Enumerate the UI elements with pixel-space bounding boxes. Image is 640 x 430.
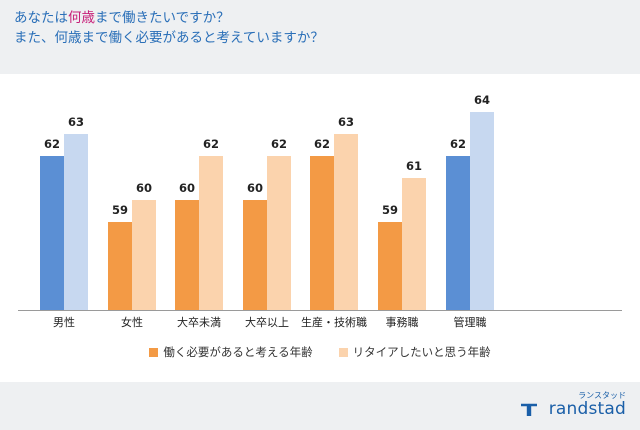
legend-label-required-age: 働く必要があると考える年齢 <box>163 345 313 359</box>
data-label-required-3: 60 <box>247 181 263 195</box>
data-label-required-0: 62 <box>44 137 60 151</box>
legend-label-retire-age: リタイアしたいと思う年齢 <box>352 345 491 359</box>
randstad-mark-icon <box>521 403 537 416</box>
category-label-3: 大卒以上 <box>245 315 289 329</box>
data-label-required-6: 62 <box>450 137 466 151</box>
bar-required-3 <box>243 200 267 310</box>
data-label-retire-4: 63 <box>338 115 354 129</box>
bar-chart: 62 63 男性 59 60 女性 60 62 大卒未満 60 62 大卒以上 62 63 生産・技術職 59… <box>18 93 622 329</box>
data-label-retire-6: 64 <box>474 93 490 107</box>
category-label-1: 女性 <box>121 315 143 329</box>
data-label-required-5: 59 <box>382 203 398 217</box>
bar-required-2 <box>175 200 199 310</box>
logo-word: randstad <box>548 399 626 419</box>
category-label-4: 生産・技術職 <box>301 315 367 329</box>
bar-retire-0 <box>64 134 88 310</box>
data-label-retire-0: 63 <box>68 115 84 129</box>
randstad-logo: ランスタッド randstad <box>506 390 626 424</box>
chart-title: あなたは何歳まで働きたいですか？ また、何歳まで働く必要があると考えていますか？ <box>14 8 324 48</box>
bar-required-4 <box>310 156 334 310</box>
data-label-retire-1: 60 <box>136 181 152 195</box>
data-label-retire-2: 62 <box>203 137 219 151</box>
bar-required-5 <box>378 222 402 310</box>
title-line-1: あなたは何歳まで働きたいですか？ <box>14 10 230 26</box>
title-line-2: また、何歳まで働く必要があると考えていますか？ <box>14 30 324 46</box>
bar-retire-5 <box>402 178 426 310</box>
bar-retire-6 <box>470 112 494 310</box>
data-label-retire-3: 62 <box>271 137 287 151</box>
category-label-2: 大卒未満 <box>177 315 221 329</box>
bar-retire-1 <box>132 200 156 310</box>
legend-item-required-age: 働く必要があると考える年齢 <box>149 344 313 360</box>
category-label-5: 事務職 <box>386 315 419 329</box>
bar-required-1 <box>108 222 132 310</box>
category-label-0: 男性 <box>53 315 75 329</box>
bar-retire-2 <box>199 156 223 310</box>
bar-required-0 <box>40 156 64 310</box>
data-label-required-4: 62 <box>314 137 330 151</box>
data-label-retire-5: 61 <box>406 159 422 173</box>
data-label-required-1: 59 <box>112 203 128 217</box>
legend-swatch-light <box>338 347 348 357</box>
legend: 働く必要があると考える年齢 リタイアしたいと思う年齢 <box>0 342 640 362</box>
bar-required-6 <box>446 156 470 310</box>
category-label-6: 管理職 <box>454 315 487 329</box>
data-label-required-2: 60 <box>179 181 195 195</box>
bar-retire-3 <box>267 156 291 310</box>
bar-retire-4 <box>334 134 358 310</box>
chart-panel: 62 63 男性 59 60 女性 60 62 大卒未満 60 62 大卒以上 62 63 生産・技術職 59… <box>0 74 640 382</box>
legend-swatch-dark <box>149 347 159 357</box>
title-highlight: 何歳 <box>68 10 95 26</box>
logo-kana: ランスタッド <box>578 391 626 400</box>
legend-item-retire-age: リタイアしたいと思う年齢 <box>338 344 491 360</box>
